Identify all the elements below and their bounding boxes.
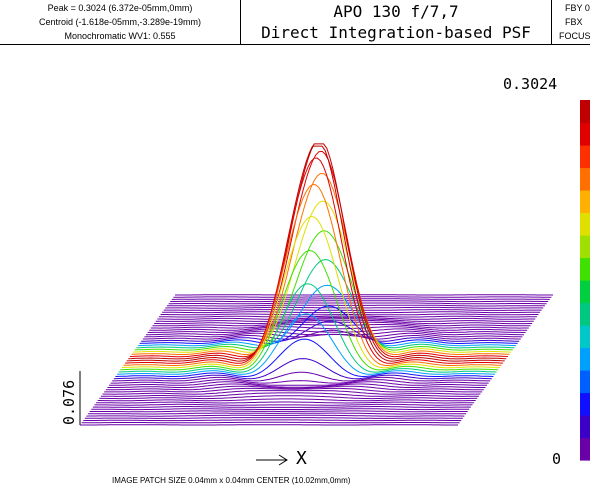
colorbar-segment — [580, 190, 590, 214]
header-divider-left — [240, 0, 241, 45]
psf-profile-line — [141, 320, 520, 342]
x-axis-arrow — [255, 452, 291, 466]
psf-profile-line — [83, 419, 462, 422]
colorbar-segment — [580, 302, 590, 326]
psf-profile-line — [102, 390, 481, 395]
psf-profile-line — [123, 183, 502, 367]
psf-profile-line — [144, 332, 523, 338]
psf-profile-line — [131, 172, 510, 356]
psf-profile-line — [165, 306, 544, 309]
focus-label: FOCUS — [559, 31, 590, 41]
psf-profile-line — [86, 414, 465, 417]
psf-profile-line — [128, 143, 507, 360]
fbx-label: FBX — [565, 17, 583, 27]
psf-profile-line — [121, 215, 500, 369]
psf-profile-line — [115, 338, 494, 378]
psf-profile-line — [129, 150, 508, 358]
psf-profile-line — [136, 258, 515, 349]
psf-profile-line — [109, 381, 487, 386]
psf-profile-line — [150, 324, 529, 329]
chart-title-line1: APO 130 f/7,7 — [333, 2, 459, 21]
psf-profile-line — [97, 398, 476, 402]
psf-profile-line — [116, 313, 496, 375]
colorbar-segment — [580, 392, 590, 416]
psf-profile-line — [88, 412, 467, 415]
psf-profile-line — [92, 406, 471, 408]
psf-profile-line — [107, 383, 486, 388]
colorbar-segment — [580, 212, 590, 236]
psf-profile-line — [84, 417, 463, 419]
psf-profile-line — [139, 305, 518, 345]
psf-profile-line — [149, 326, 528, 331]
psf-profile-line — [113, 358, 492, 380]
psf-profile-line — [105, 385, 484, 391]
psf-profile-line — [160, 313, 539, 316]
psf-profile-line — [126, 145, 505, 362]
colorbar-min-label: 0 — [552, 450, 562, 468]
psf-profile-line — [118, 283, 497, 373]
colorbar-segment — [580, 347, 590, 371]
scale-bar-label: 0.076 — [60, 379, 78, 425]
psf-profile-line — [162, 311, 541, 314]
wavelength-info: Monochromatic WV1: 0.555 — [64, 31, 176, 41]
psf-profile-line — [137, 284, 517, 347]
header-divider-right — [551, 0, 552, 45]
colorbar-segment — [580, 415, 590, 439]
psf-profile-line — [125, 157, 504, 364]
colorbar-segment — [580, 325, 590, 349]
peak-info: Peak = 0.3024 (6.372e-05mm,0mm) — [47, 3, 193, 13]
psf-profile-line — [91, 408, 470, 411]
psf-profile-line — [155, 318, 534, 322]
psf-profile-line — [89, 410, 468, 413]
colorbar-segment — [580, 370, 590, 394]
colorbar-segment — [580, 235, 590, 259]
header-bottom-rule — [0, 44, 590, 45]
patch-info: IMAGE PATCH SIZE 0.04mm x 0.04mm CENTER … — [112, 476, 351, 485]
colorbar-segment — [580, 280, 590, 304]
psf-profile-line — [173, 296, 552, 298]
colorbar-segment — [580, 100, 590, 124]
psf-profile-line — [112, 371, 491, 382]
psf-profile-line — [147, 328, 526, 334]
chart-title: Direct Integration-based PSF — [261, 23, 531, 42]
colorbar-segment — [580, 257, 590, 281]
fby-label: FBY 0 — [565, 3, 590, 13]
psf-profile-line — [170, 300, 549, 303]
psf-profile-line — [94, 403, 473, 406]
centroid-info: Centroid (-1.618e-05mm,-3.289e-19mm) — [38, 17, 202, 27]
psf-profile-line — [100, 392, 479, 397]
colorbar-segment — [580, 437, 590, 461]
psf-profile-line — [110, 379, 489, 384]
psf-profile-line — [157, 316, 536, 320]
colorbar-max-label: 0.3024 — [503, 75, 558, 93]
x-axis-label: X — [296, 448, 307, 469]
psf-profile-line — [99, 395, 478, 400]
colorbar-segment — [580, 145, 590, 169]
colorbar-segment — [580, 167, 590, 191]
psf-profile-line — [81, 421, 460, 424]
header: Peak = 0.3024 (6.372e-05mm,0mm) Centroid… — [0, 0, 590, 45]
psf-profile-line — [152, 321, 531, 327]
psf-profile-line — [120, 249, 499, 371]
psf-profile-line — [96, 401, 475, 404]
psf-profile-line — [104, 387, 483, 393]
colorbar-segment — [580, 122, 590, 146]
psf-profile-line — [133, 200, 512, 353]
psf-profile-line — [142, 329, 521, 340]
